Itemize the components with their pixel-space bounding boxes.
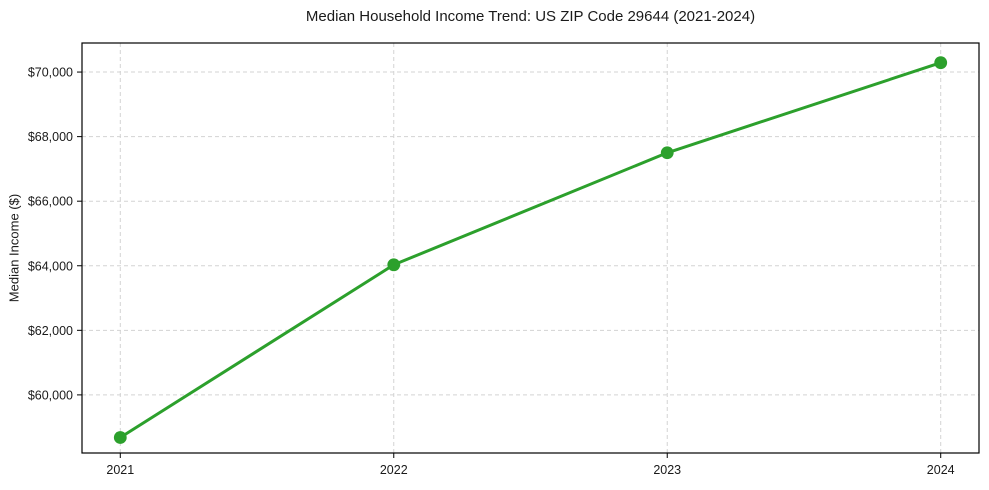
data-point-2022: [387, 258, 401, 272]
x-tick-label: 2022: [380, 463, 408, 477]
y-tick-label: $70,000: [28, 66, 73, 80]
y-tick-label: $68,000: [28, 130, 73, 144]
income-trend-line: [118, 61, 943, 440]
y-tick-label: $64,000: [28, 259, 73, 273]
y-tick-label: $62,000: [28, 324, 73, 338]
x-tick-label: 2023: [653, 463, 681, 477]
x-tick-label: 2021: [106, 463, 134, 477]
y-tick-label: $60,000: [28, 388, 73, 402]
x-tick-label: 2024: [927, 463, 955, 477]
data-point-2023: [660, 146, 674, 160]
data-point-2021: [113, 431, 127, 444]
data-point-2024: [934, 56, 948, 70]
plot-frame: [81, 42, 980, 454]
chart-title: Median Household Income Trend: US ZIP Co…: [305, 8, 756, 25]
y-tick-label: $66,000: [28, 195, 73, 209]
